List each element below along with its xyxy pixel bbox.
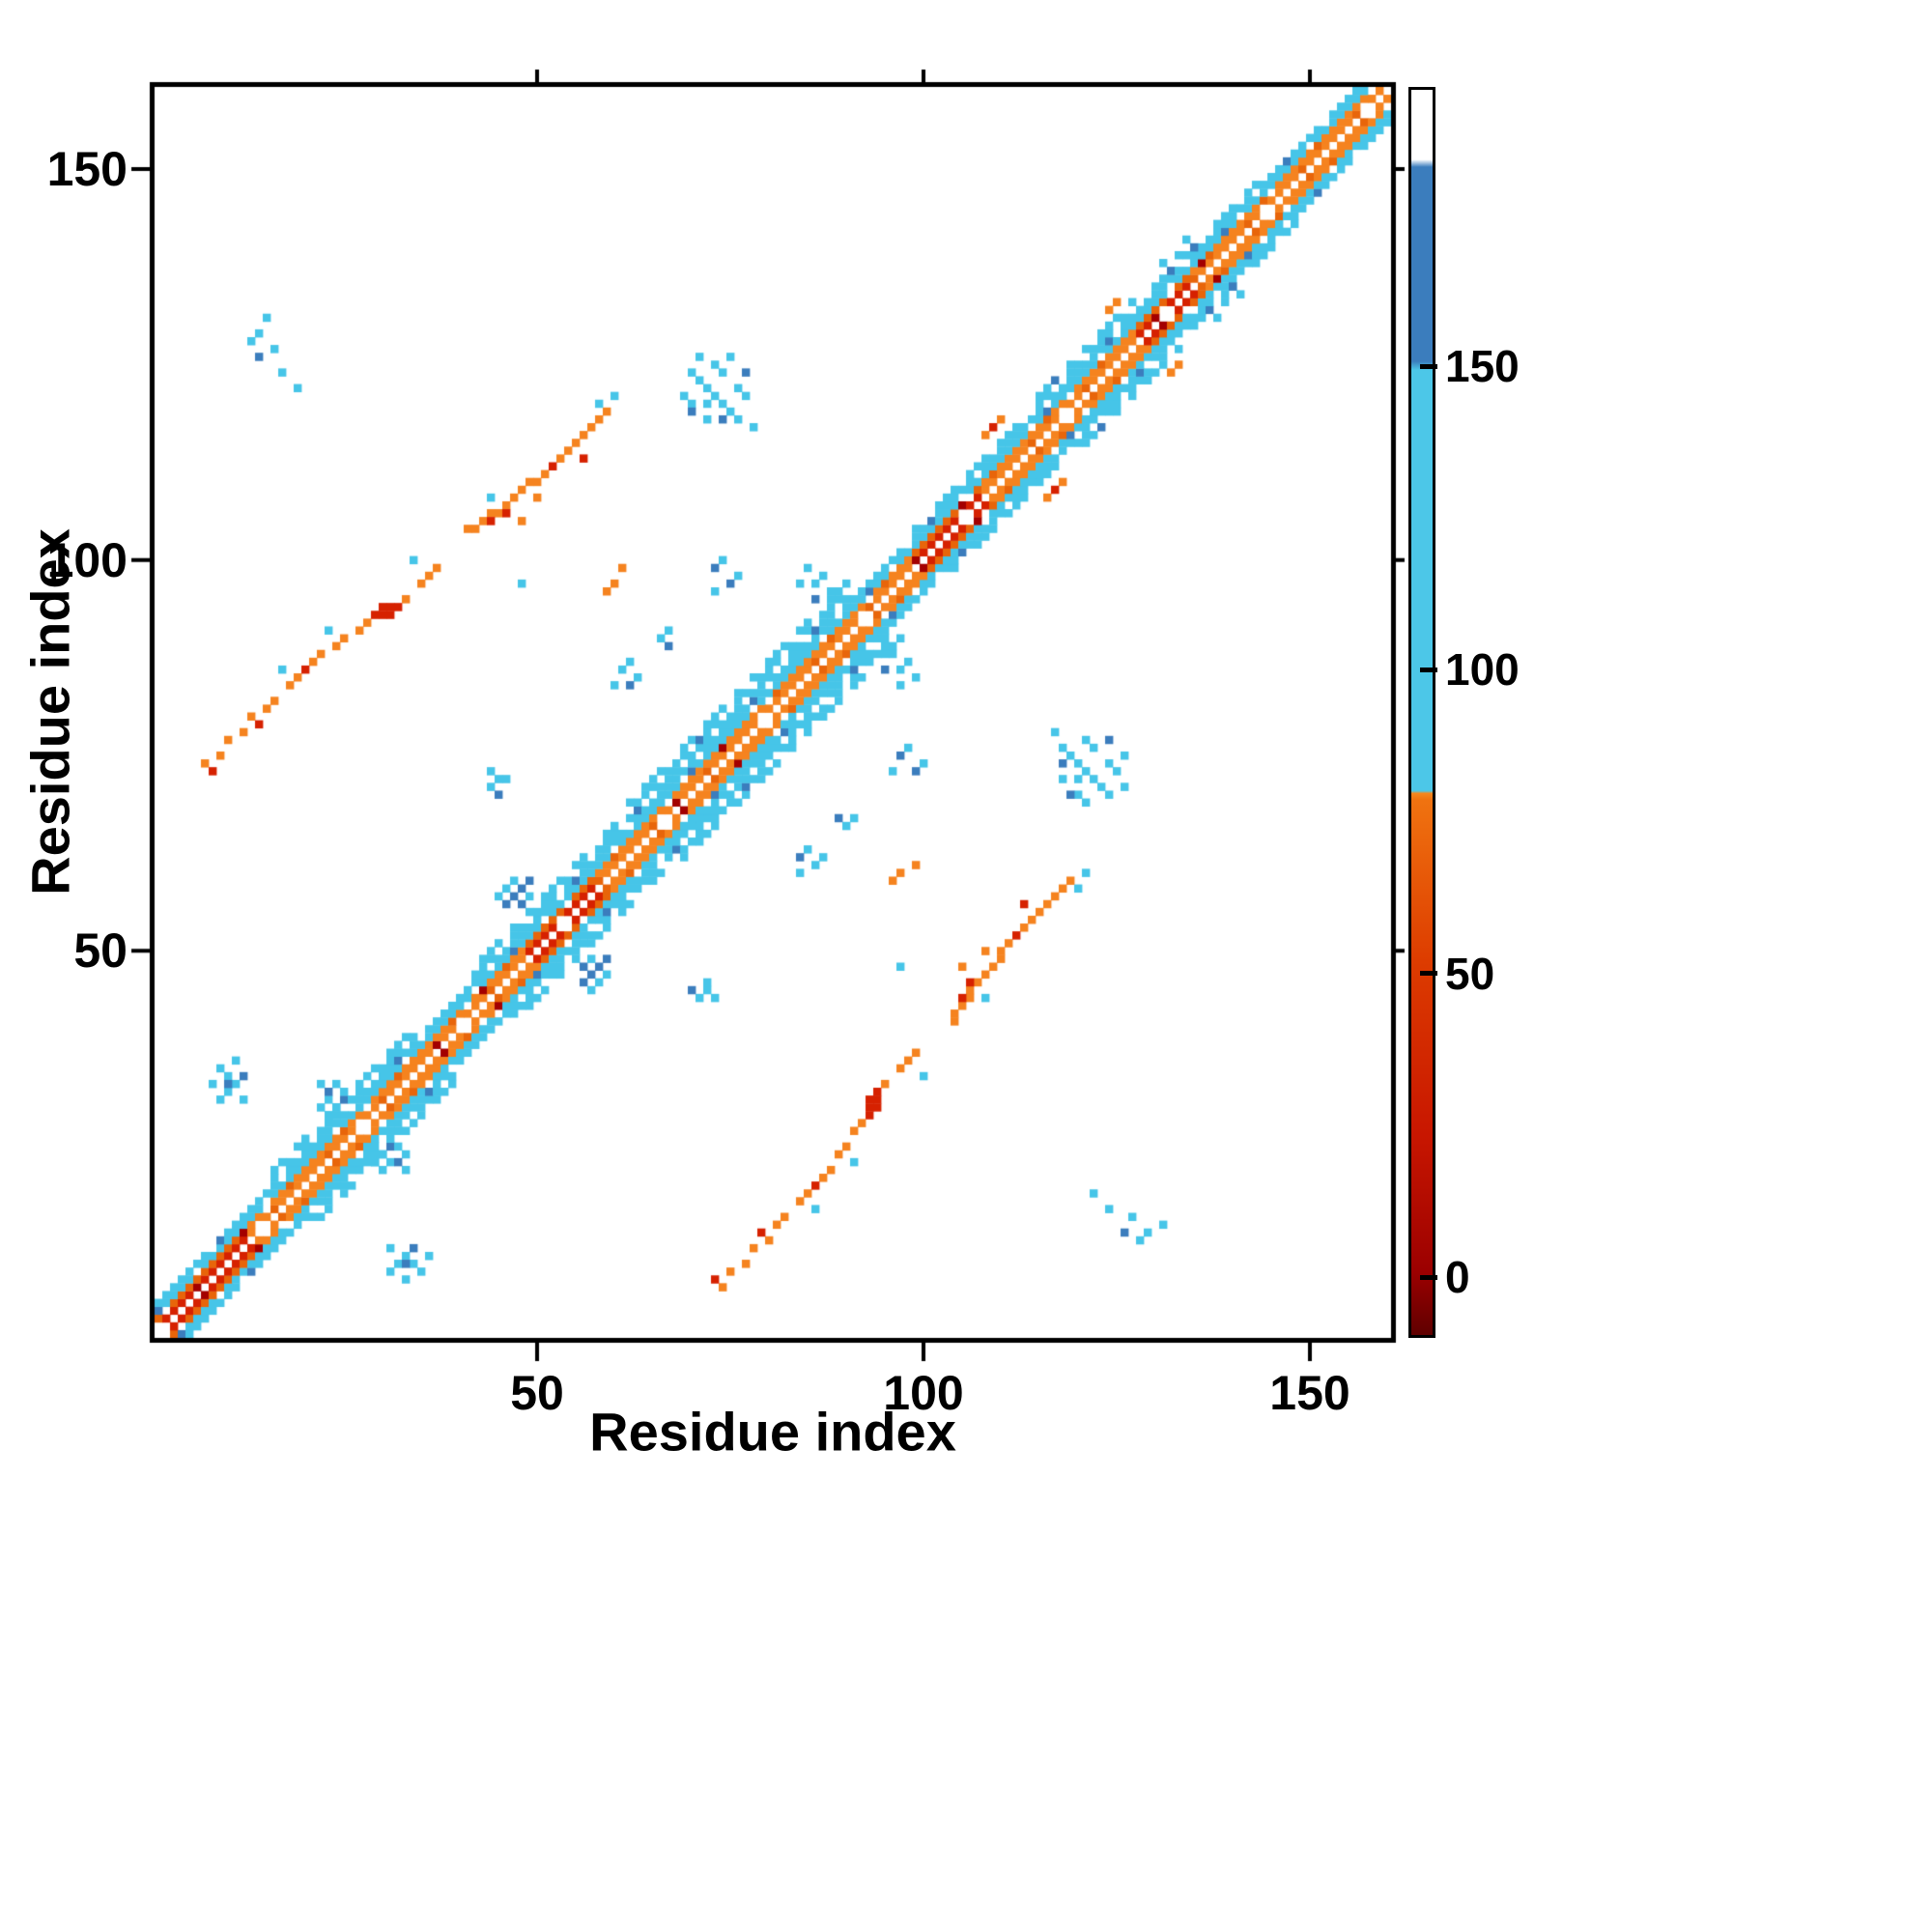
colorbar-tick-mark [1420,1274,1437,1280]
x-axis-title: Residue index [589,1401,956,1463]
y-tick-label: 150 [46,141,128,196]
colorbar-tick-label: 100 [1445,644,1520,696]
y-tick-label: 100 [46,532,128,587]
x-tick-label: 100 [883,1366,964,1420]
y-tick-label: 50 [73,923,128,979]
colorbar-tick-mark [1420,363,1437,369]
x-tick-label: 50 [510,1366,564,1420]
colorbar-tick-label: 150 [1445,341,1520,392]
colorbar [1408,87,1435,1338]
colorbar-tick-mark [1420,971,1437,977]
colorbar-tick-label: 50 [1445,948,1495,999]
x-tick-label: 150 [1269,1366,1350,1420]
colorbar-tick-label: 0 [1445,1252,1470,1303]
colorbar-tick-mark [1420,667,1437,672]
